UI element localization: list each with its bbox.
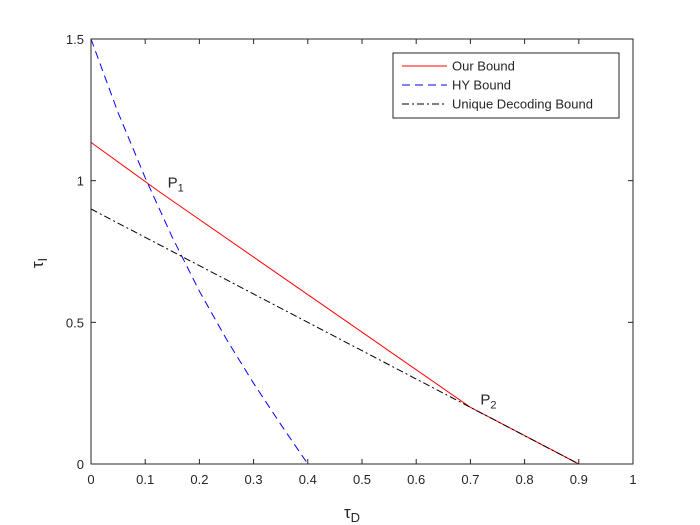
ticks-layer: 0 0.1 0.2 0.3 0.4 0.5 0.6 0.7 0.8 0.9 1 0 0.5 1 1.5 — [66, 32, 637, 487]
y-tick-label: 1.5 — [66, 32, 84, 47]
legend-label-unique-decoding-bound: Unique Decoding Bound — [452, 97, 593, 112]
x-tick-label: 0.6 — [407, 472, 425, 487]
x-tick-label: 0.5 — [353, 472, 371, 487]
y-tick-label: 1 — [77, 174, 84, 189]
x-tick-label: 0.8 — [516, 472, 534, 487]
annotation-layer: P1 P2 — [168, 175, 497, 412]
legend-label-our-bound: Our Bound — [452, 59, 515, 74]
x-tick-label: 0.1 — [136, 472, 154, 487]
x-tick-label: 0.4 — [299, 472, 317, 487]
series-layer — [90, 38, 580, 465]
series-line-hy-bound — [90, 38, 309, 465]
legend: Our Bound HY Bound Unique Decoding Bound — [392, 52, 620, 119]
series-line-our-bound — [90, 141, 580, 465]
y-axis-label: τI — [28, 258, 50, 268]
y-tick-label: 0.5 — [66, 315, 84, 330]
legend-label-hy-bound: HY Bound — [452, 78, 511, 93]
x-tick-label: 0.7 — [461, 472, 479, 487]
annotation-point-label: P1 — [168, 175, 184, 195]
x-tick-label: 0.3 — [245, 472, 263, 487]
x-tick-label: 0 — [87, 472, 94, 487]
x-tick-label: 0.9 — [570, 472, 588, 487]
annotation-point-label: P2 — [480, 391, 496, 411]
y-tick-label: 0 — [77, 457, 84, 472]
x-tick-label: 0.2 — [190, 472, 208, 487]
series-line-unique-decoding-bound — [90, 208, 580, 465]
x-tick-label: 1 — [629, 472, 636, 487]
x-axis-label: τD — [344, 503, 360, 525]
